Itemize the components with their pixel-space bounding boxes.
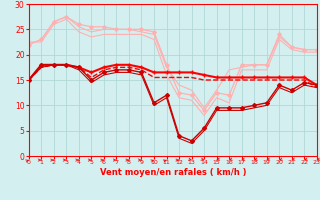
X-axis label: Vent moyen/en rafales ( km/h ): Vent moyen/en rafales ( km/h ) <box>100 168 246 177</box>
